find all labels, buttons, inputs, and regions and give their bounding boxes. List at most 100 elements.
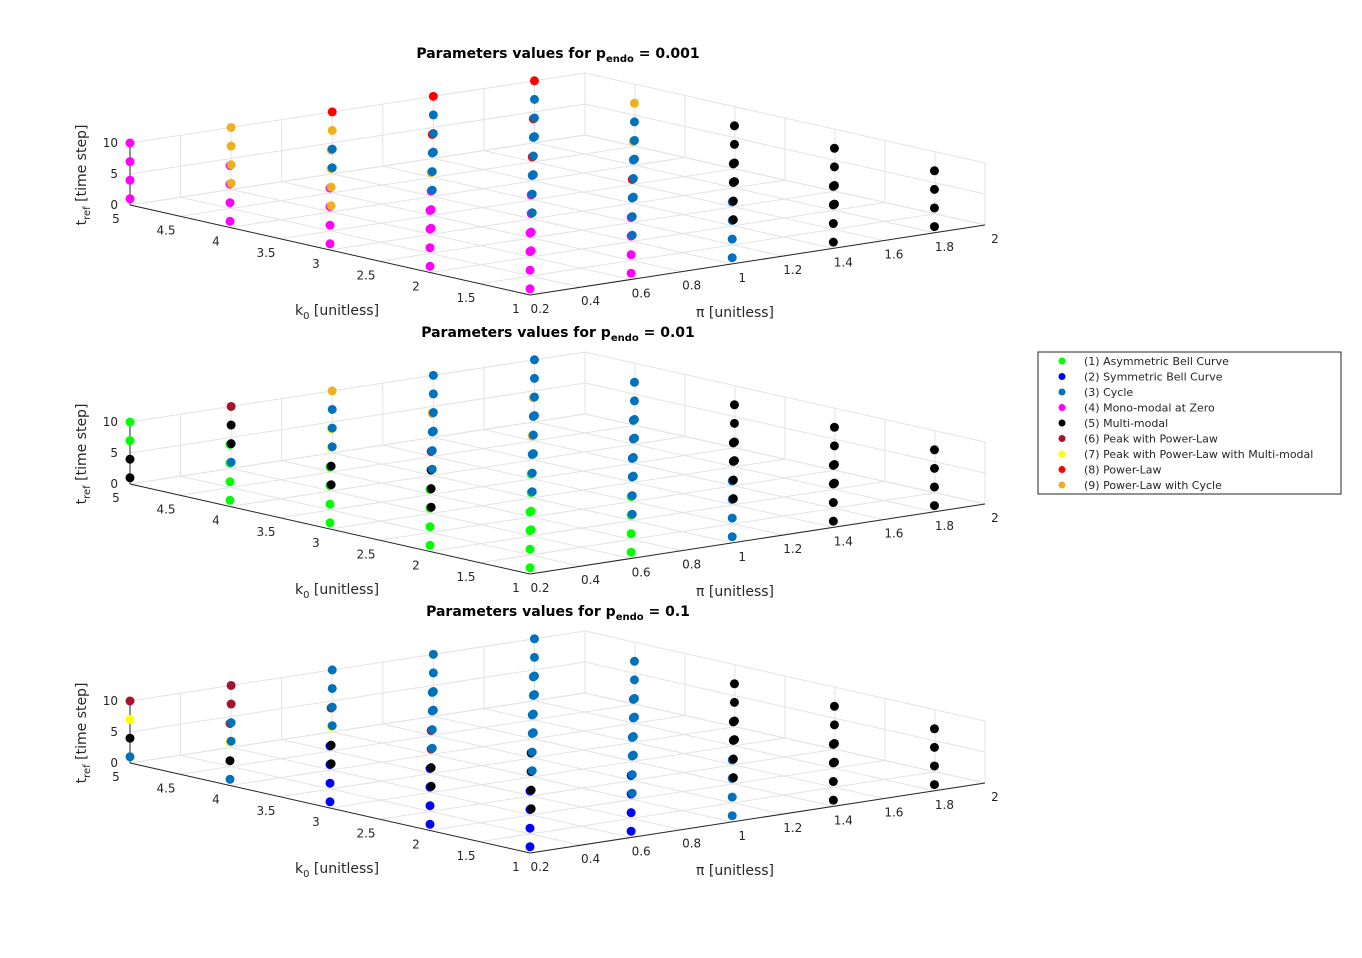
- point: [626, 547, 636, 557]
- point: [629, 117, 639, 127]
- point: [526, 525, 536, 535]
- point: [428, 705, 438, 715]
- point: [327, 423, 337, 433]
- point: [125, 733, 135, 743]
- point: [829, 199, 839, 209]
- point: [425, 243, 435, 253]
- chart-title-main: Parameters values for p: [416, 46, 606, 62]
- point: [326, 182, 336, 192]
- y-tick-label: 2: [412, 280, 420, 294]
- point: [626, 808, 636, 818]
- point: [828, 777, 838, 787]
- point: [427, 167, 437, 177]
- grid-line: [584, 72, 986, 164]
- z-axis-label-sub: ref: [82, 485, 93, 499]
- point: [326, 480, 336, 490]
- point: [829, 162, 839, 172]
- point: [627, 212, 637, 222]
- point: [729, 139, 739, 149]
- point: [525, 265, 535, 275]
- point: [728, 475, 738, 485]
- point: [527, 766, 537, 776]
- point: [529, 392, 539, 402]
- point: [829, 478, 839, 488]
- point: [125, 473, 135, 483]
- grid-line: [584, 351, 986, 443]
- point: [629, 656, 639, 666]
- point: [525, 544, 535, 554]
- point: [727, 234, 737, 244]
- y-axis-label: k0 [unitless]: [295, 582, 379, 601]
- y-tick-label: 4.5: [156, 502, 175, 516]
- point: [729, 735, 739, 745]
- grid-line: [479, 213, 936, 285]
- point: [427, 446, 437, 456]
- grid-line: [584, 382, 986, 474]
- grid-line: [379, 748, 836, 820]
- point: [629, 135, 639, 145]
- point: [526, 785, 536, 795]
- point: [829, 441, 839, 451]
- point: [425, 540, 435, 550]
- point: [729, 697, 739, 707]
- point: [828, 219, 838, 229]
- point: [225, 216, 235, 226]
- legend-label: (6) Peak with Power-Law: [1084, 433, 1218, 446]
- point: [226, 420, 236, 430]
- point: [727, 253, 737, 263]
- legend-marker: [1058, 388, 1066, 396]
- point: [629, 433, 639, 443]
- chart-title: Parameters values for pendo = 0.1: [426, 604, 690, 623]
- point: [426, 205, 436, 215]
- grid-line: [229, 157, 686, 228]
- legend-marker: [1058, 357, 1066, 365]
- x-tick-label: 1.4: [834, 813, 853, 827]
- point: [929, 780, 939, 790]
- point: [629, 675, 639, 685]
- point: [226, 160, 236, 170]
- z-axis-label-sub: ref: [82, 764, 93, 778]
- grid-line: [429, 202, 886, 273]
- grid-line: [329, 737, 786, 809]
- legend-label: (5) Multi-modal: [1084, 417, 1168, 430]
- x-axis: [529, 224, 986, 296]
- point: [729, 456, 739, 466]
- x-tick-label: 1.8: [935, 519, 954, 533]
- y-tick-label: 2.5: [356, 547, 375, 561]
- point: [929, 222, 939, 232]
- legend-label: (3) Cycle: [1084, 386, 1133, 399]
- point: [327, 442, 337, 452]
- point: [428, 129, 438, 139]
- point: [225, 495, 235, 505]
- x-axis-label: π [unitless]: [696, 305, 774, 321]
- grid-line: [129, 692, 586, 764]
- point: [327, 665, 337, 675]
- z-axis-label-rest: [time step]: [74, 404, 90, 486]
- point: [528, 709, 538, 719]
- point: [226, 401, 236, 411]
- point: [327, 702, 337, 712]
- z-axis-label-main: t: [74, 777, 90, 783]
- grid-line: [479, 492, 936, 564]
- point: [729, 400, 739, 410]
- point: [426, 502, 436, 512]
- point: [728, 754, 738, 764]
- point: [428, 110, 438, 120]
- point: [829, 757, 839, 767]
- grid-line: [179, 703, 636, 775]
- point: [525, 284, 535, 294]
- point: [529, 411, 539, 421]
- y-tick-label: 1: [512, 302, 520, 316]
- point: [929, 761, 939, 771]
- x-tick-label: 0.6: [632, 844, 651, 858]
- point: [225, 774, 235, 784]
- point: [326, 201, 336, 211]
- point: [629, 154, 639, 164]
- point: [929, 166, 939, 176]
- legend-marker: [1058, 373, 1066, 380]
- y-axis-label-rest: [unitless]: [309, 303, 379, 319]
- point: [325, 220, 335, 230]
- point: [829, 143, 839, 153]
- grid-line: [329, 179, 786, 251]
